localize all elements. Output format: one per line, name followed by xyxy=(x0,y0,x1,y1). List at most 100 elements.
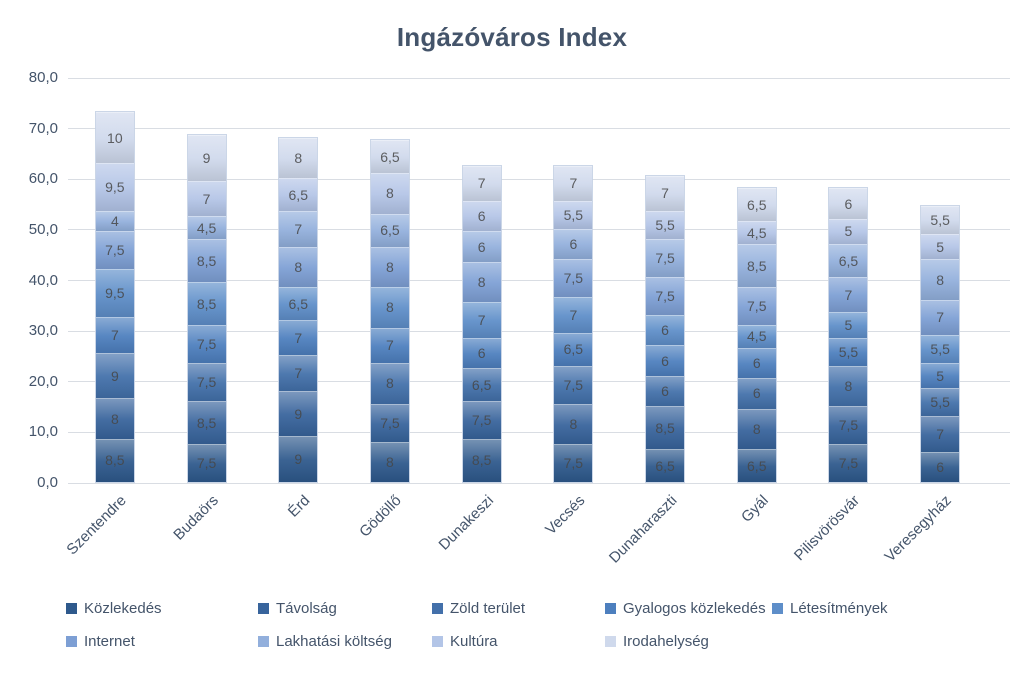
segment-value-label: 8 xyxy=(294,258,303,275)
bar-segment-létesítmények: 7 xyxy=(462,302,501,338)
bar-segment-lakhatási-költség: 7,5 xyxy=(646,239,685,277)
bar-segment-irodahelység: 6 xyxy=(829,188,868,219)
legend-item-lakhatási-költség: Lakhatási költség xyxy=(258,633,392,650)
y-tick-label-20: 20,0 xyxy=(28,372,58,390)
segment-value-label: 4,5 xyxy=(747,224,767,241)
segment-value-label: 6 xyxy=(844,195,853,212)
bar-segment-létesítmények: 5,5 xyxy=(921,335,960,364)
segment-value-label: 7,5 xyxy=(747,298,767,315)
bar-segment-közlekedés: 8,5 xyxy=(462,438,501,482)
segment-value-label: 7 xyxy=(110,327,119,344)
x-tick-label-gyál: Gyál xyxy=(737,492,772,526)
legend-item-távolság: Távolság xyxy=(258,600,337,617)
bar-segment-gyalogos-közlekedés: 5,5 xyxy=(829,337,868,366)
bar-segment-létesítmények: 8,5 xyxy=(187,282,226,326)
bar-segment-távolság: 7,5 xyxy=(370,403,409,442)
bar-segment-zöld-terület: 7,5 xyxy=(187,363,226,401)
segment-value-label: 6 xyxy=(477,344,486,361)
legend-label: Létesítmények xyxy=(790,600,888,617)
bar-érd: 9 9 7 7 6,5 8 7 6,5 8 xyxy=(278,136,319,483)
segment-value-label: 7,5 xyxy=(563,455,584,472)
y-tick-label-0: 0,0 xyxy=(37,474,58,491)
legend-item-internet: Internet xyxy=(66,633,135,650)
segment-value-label: 7,5 xyxy=(655,249,675,266)
bar-segment-közlekedés: 8 xyxy=(370,441,409,482)
bar-segment-kultúra: 9,5 xyxy=(95,163,134,212)
segment-value-label: 7 xyxy=(936,309,945,326)
segment-value-label: 5,5 xyxy=(930,212,950,229)
legend-label: Kultúra xyxy=(450,633,498,650)
legend-label: Közlekedés xyxy=(84,600,162,617)
bar-segment-kultúra: 5 xyxy=(829,218,868,245)
legend-swatch-icon xyxy=(772,603,783,614)
segment-value-label: 9,5 xyxy=(105,179,125,196)
segment-value-label: 8 xyxy=(386,299,394,316)
bar-segment-távolság: 8,5 xyxy=(646,406,685,450)
segment-value-label: 9 xyxy=(202,150,211,166)
segment-value-label: 7,5 xyxy=(196,374,217,391)
segment-value-label: 5,5 xyxy=(930,394,950,411)
bar-segment-irodahelység: 6,5 xyxy=(737,188,776,222)
legend-label: Gyalogos közlekedés xyxy=(623,600,766,617)
bar-segment-kultúra: 5 xyxy=(921,233,960,260)
bar-segment-távolság: 8 xyxy=(737,408,776,450)
bar-segment-internet: 7,5 xyxy=(646,276,685,315)
bar-segment-létesítmények: 4,5 xyxy=(737,325,776,348)
legend-label: Internet xyxy=(84,633,135,650)
legend-label: Irodahelység xyxy=(623,633,709,650)
x-tick-label-gödöllő: Gödöllő xyxy=(356,492,405,541)
bar-segment-lakhatási-költség: 6,5 xyxy=(829,244,868,277)
bar-segment-irodahelység: 5,5 xyxy=(921,206,960,234)
segment-value-label: 8 xyxy=(936,271,945,288)
segment-value-label: 8 xyxy=(752,420,761,437)
legend-swatch-icon xyxy=(605,636,616,647)
segment-value-label: 7,5 xyxy=(655,287,675,304)
legend-swatch-icon xyxy=(66,603,77,614)
segment-value-label: 6 xyxy=(477,238,486,255)
segment-value-label: 7 xyxy=(844,286,853,303)
segment-value-label: 7,5 xyxy=(196,336,217,353)
bar-segment-internet: 7 xyxy=(829,276,868,313)
bar-gödöllő: 8 7,5 8 7 8 8 6,5 8 6,5 xyxy=(369,139,410,483)
legend-item-kultúra: Kultúra xyxy=(432,633,498,650)
bar-segment-lakhatási-költség: 4,5 xyxy=(187,216,226,239)
bar-segment-közlekedés: 7,5 xyxy=(187,444,226,482)
legend-item-közlekedés: Közlekedés xyxy=(66,600,162,617)
bar-segment-távolság: 7 xyxy=(921,416,960,452)
segment-value-label: 6,5 xyxy=(288,186,308,203)
segment-value-label: 8 xyxy=(386,375,394,392)
bar-segment-létesítmények: 6 xyxy=(646,314,685,346)
bar-segment-gyalogos-közlekedés: 7,5 xyxy=(187,325,226,364)
segment-value-label: 8 xyxy=(386,453,394,470)
segment-value-label: 8,5 xyxy=(196,252,217,269)
segment-value-label: 8 xyxy=(386,185,394,202)
gridline-80 xyxy=(68,77,1010,79)
segment-value-label: 7 xyxy=(936,425,945,442)
bar-szentendre: 8,5 8 9 7 9,5 7,5 4 9,5 10 xyxy=(94,111,135,483)
bar-segment-gyalogos-közlekedés: 7 xyxy=(279,320,318,356)
segment-value-label: 6 xyxy=(569,236,578,253)
bar-segment-internet: 7,5 xyxy=(554,259,593,298)
bar-segment-kultúra: 6,5 xyxy=(279,178,318,212)
bar-segment-távolság: 7,5 xyxy=(462,401,501,439)
x-tick-label-vecsés: Vecsés xyxy=(542,492,589,539)
bar-segment-internet: 7,5 xyxy=(737,287,776,326)
segment-value-label: 8,5 xyxy=(747,257,767,274)
legend-label: Lakhatási költség xyxy=(276,633,392,650)
bar-segment-kultúra: 5,5 xyxy=(554,201,593,229)
gridline-70 xyxy=(68,128,1010,130)
segment-value-label: 7 xyxy=(477,312,486,328)
bar-segment-létesítmények: 6,5 xyxy=(279,287,318,320)
bar-segment-gyalogos-közlekedés: 6,5 xyxy=(554,332,593,366)
segment-value-label: 4,5 xyxy=(196,219,217,236)
segment-value-label: 7 xyxy=(202,190,211,207)
legend-swatch-icon xyxy=(66,636,77,647)
bar-segment-zöld-terület: 9 xyxy=(95,352,134,399)
segment-value-label: 8,5 xyxy=(196,414,217,431)
y-tick-label-30: 30,0 xyxy=(28,322,58,340)
legend-item-irodahelység: Irodahelység xyxy=(605,633,709,650)
bar-segment-internet: 8,5 xyxy=(187,239,226,283)
bar-segment-internet: 7,5 xyxy=(95,231,134,270)
segment-value-label: 8 xyxy=(386,258,394,275)
bar-segment-távolság: 9 xyxy=(279,390,318,437)
